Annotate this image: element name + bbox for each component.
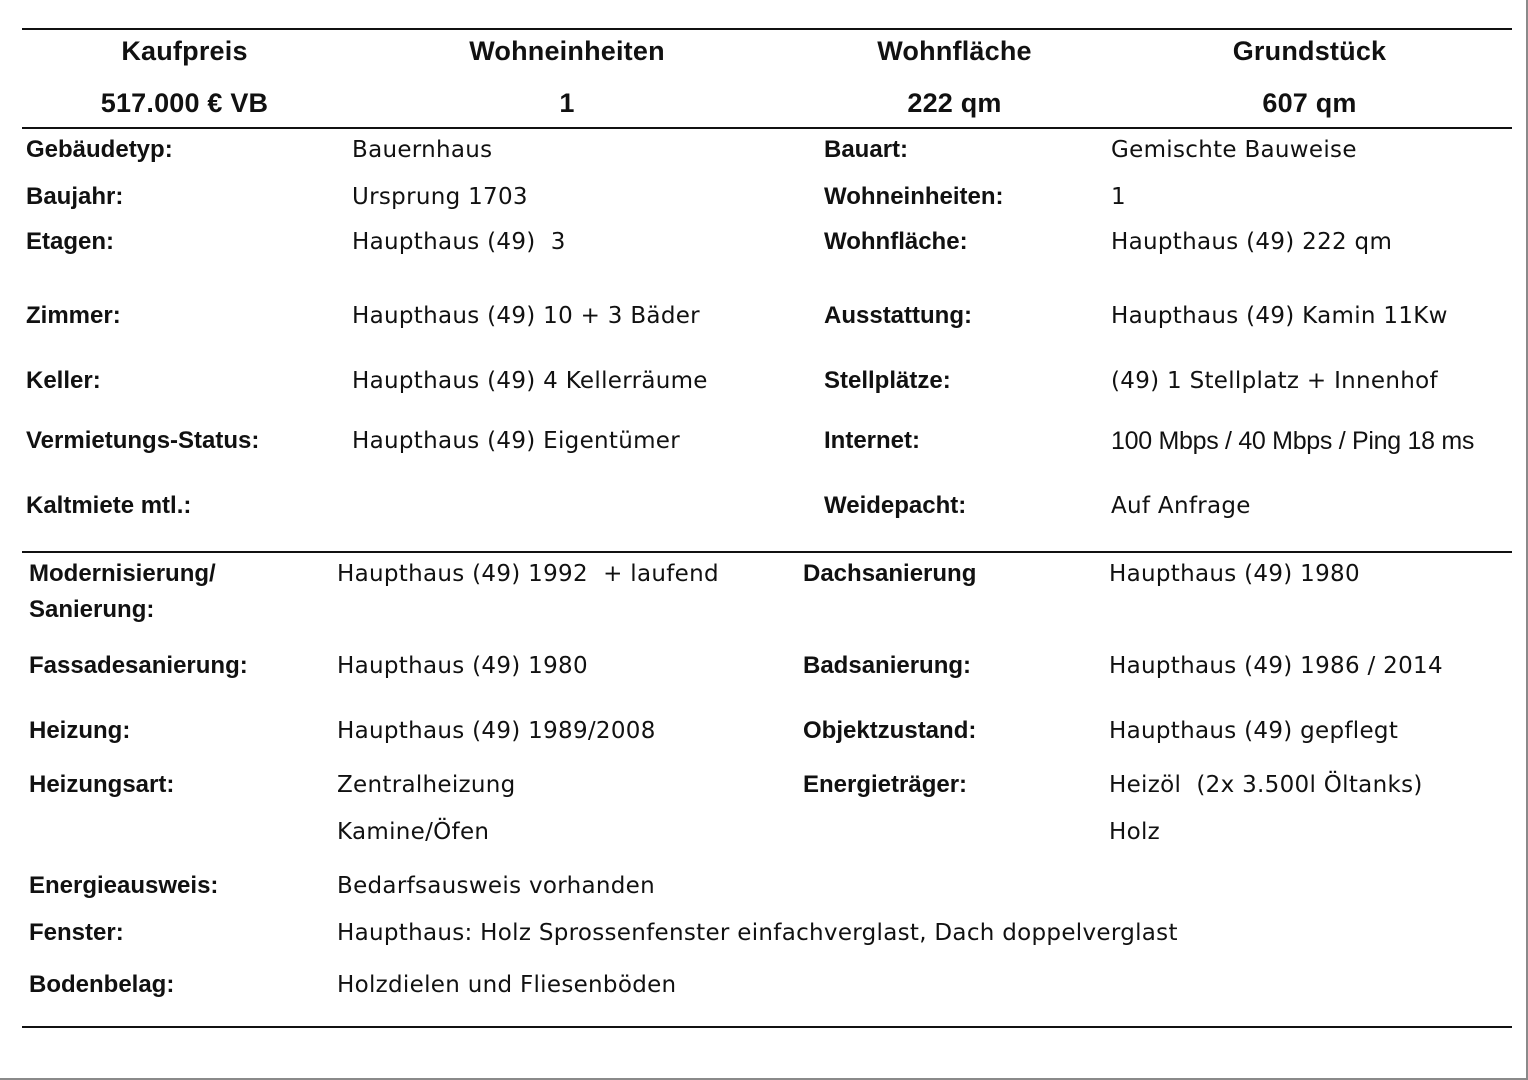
label-heizungsart: Heizungsart: xyxy=(29,771,175,798)
label-zimmer: Zimmer: xyxy=(26,302,121,329)
label-energietraeger: Energieträger: xyxy=(803,771,968,798)
bottom-divider xyxy=(22,1026,1512,1028)
top-divider xyxy=(22,28,1512,30)
value-objektzustand: Haupthaus (49) gepflegt xyxy=(1109,718,1399,744)
value-stellplaetze: (49) 1 Stellplatz + Innenhof xyxy=(1111,368,1438,394)
summary-header: Kaufpreis 517.000 € VB Wohneinheiten 1 W… xyxy=(22,30,1512,128)
value-modernisierung: Haupthaus (49) 1992 + laufend xyxy=(337,561,719,587)
value-baujahr: Ursprung 1703 xyxy=(352,184,528,210)
value-vermietungs-status: Haupthaus (49) Eigentümer xyxy=(352,428,681,454)
value-bodenbelag: Holzdielen und Fliesenböden xyxy=(337,972,677,998)
label-heizung: Heizung: xyxy=(29,717,131,744)
value-wohnflaeche: Haupthaus (49) 222 qm xyxy=(1111,229,1393,255)
page-border-right xyxy=(1526,0,1528,1080)
value-heizungsart-2: Kamine/Öfen xyxy=(337,819,490,845)
label-bodenbelag: Bodenbelag: xyxy=(29,971,175,998)
label-objektzustand: Objektzustand: xyxy=(803,717,977,744)
value-internet: 100 Mbps / 40 Mbps / Ping 18 ms xyxy=(1111,427,1475,455)
value-wohneinheiten: 1 xyxy=(1111,184,1126,210)
label-modernisierung-line1: Modernisierung/ xyxy=(29,560,216,587)
label-ausstattung: Ausstattung: xyxy=(824,302,972,329)
value-fenster: Haupthaus: Holz Sprossenfenster einfachv… xyxy=(337,920,1178,946)
value-ausstattung: Haupthaus (49) Kamin 11Kw xyxy=(1111,303,1448,329)
value-heizungsart-1: Zentralheizung xyxy=(337,772,516,798)
summary-label: Wohnfläche xyxy=(877,36,1032,66)
value-heizung: Haupthaus (49) 1989/2008 xyxy=(337,718,656,744)
label-stellplaetze: Stellplätze: xyxy=(824,367,951,394)
summary-label: Grundstück xyxy=(1232,36,1387,66)
label-badsanierung: Badsanierung: xyxy=(803,652,972,679)
value-gebaeudetyp: Bauernhaus xyxy=(352,137,493,163)
section-divider xyxy=(22,551,1512,553)
summary-divider xyxy=(22,127,1512,129)
label-bauart: Bauart: xyxy=(824,136,909,163)
label-gebaeudetyp: Gebäudetyp: xyxy=(26,136,173,163)
label-etagen: Etagen: xyxy=(26,228,115,255)
value-dachsanierung: Haupthaus (49) 1980 xyxy=(1109,561,1360,587)
label-internet: Internet: xyxy=(824,427,920,454)
value-energieausweis: Bedarfsausweis vorhanden xyxy=(337,873,655,899)
summary-value: 1 xyxy=(559,88,575,118)
label-vermietungs-status: Vermietungs-Status: xyxy=(26,427,260,454)
value-fassadesanierung: Haupthaus (49) 1980 xyxy=(337,653,588,679)
value-etagen: Haupthaus (49) 3 xyxy=(352,229,566,255)
label-energieausweis: Energieausweis: xyxy=(29,872,219,899)
value-energietraeger-1: Heizöl (2x 3.500l Öltanks) xyxy=(1109,772,1423,798)
summary-value: 607 qm xyxy=(1262,88,1357,118)
page-border-bottom xyxy=(0,1078,1528,1080)
summary-value: 222 qm xyxy=(907,88,1002,118)
label-fassadesanierung: Fassadesanierung: xyxy=(29,652,248,679)
label-weidepacht: Weidepacht: xyxy=(824,492,967,519)
value-keller: Haupthaus (49) 4 Kellerräume xyxy=(352,368,708,394)
label-fenster: Fenster: xyxy=(29,919,124,946)
value-bauart: Gemischte Bauweise xyxy=(1111,137,1357,163)
summary-value: 517.000 € VB xyxy=(100,88,269,118)
value-zimmer: Haupthaus (49) 10 + 3 Bäder xyxy=(352,303,700,329)
label-wohneinheiten: Wohneinheiten: xyxy=(824,183,1004,210)
value-badsanierung: Haupthaus (49) 1986 / 2014 xyxy=(1109,653,1443,679)
value-weidepacht: Auf Anfrage xyxy=(1111,493,1251,519)
summary-label: Wohneinheiten xyxy=(469,36,665,66)
value-energietraeger-2: Holz xyxy=(1109,819,1161,845)
label-keller: Keller: xyxy=(26,367,101,394)
label-kaltmiete: Kaltmiete mtl.: xyxy=(26,492,192,519)
label-dachsanierung: Dachsanierung xyxy=(803,560,977,587)
summary-label: Kaufpreis xyxy=(121,36,248,66)
label-baujahr: Baujahr: xyxy=(26,183,124,210)
label-modernisierung-line2: Sanierung: xyxy=(29,596,155,623)
label-wohnflaeche: Wohnfläche: xyxy=(824,228,968,255)
